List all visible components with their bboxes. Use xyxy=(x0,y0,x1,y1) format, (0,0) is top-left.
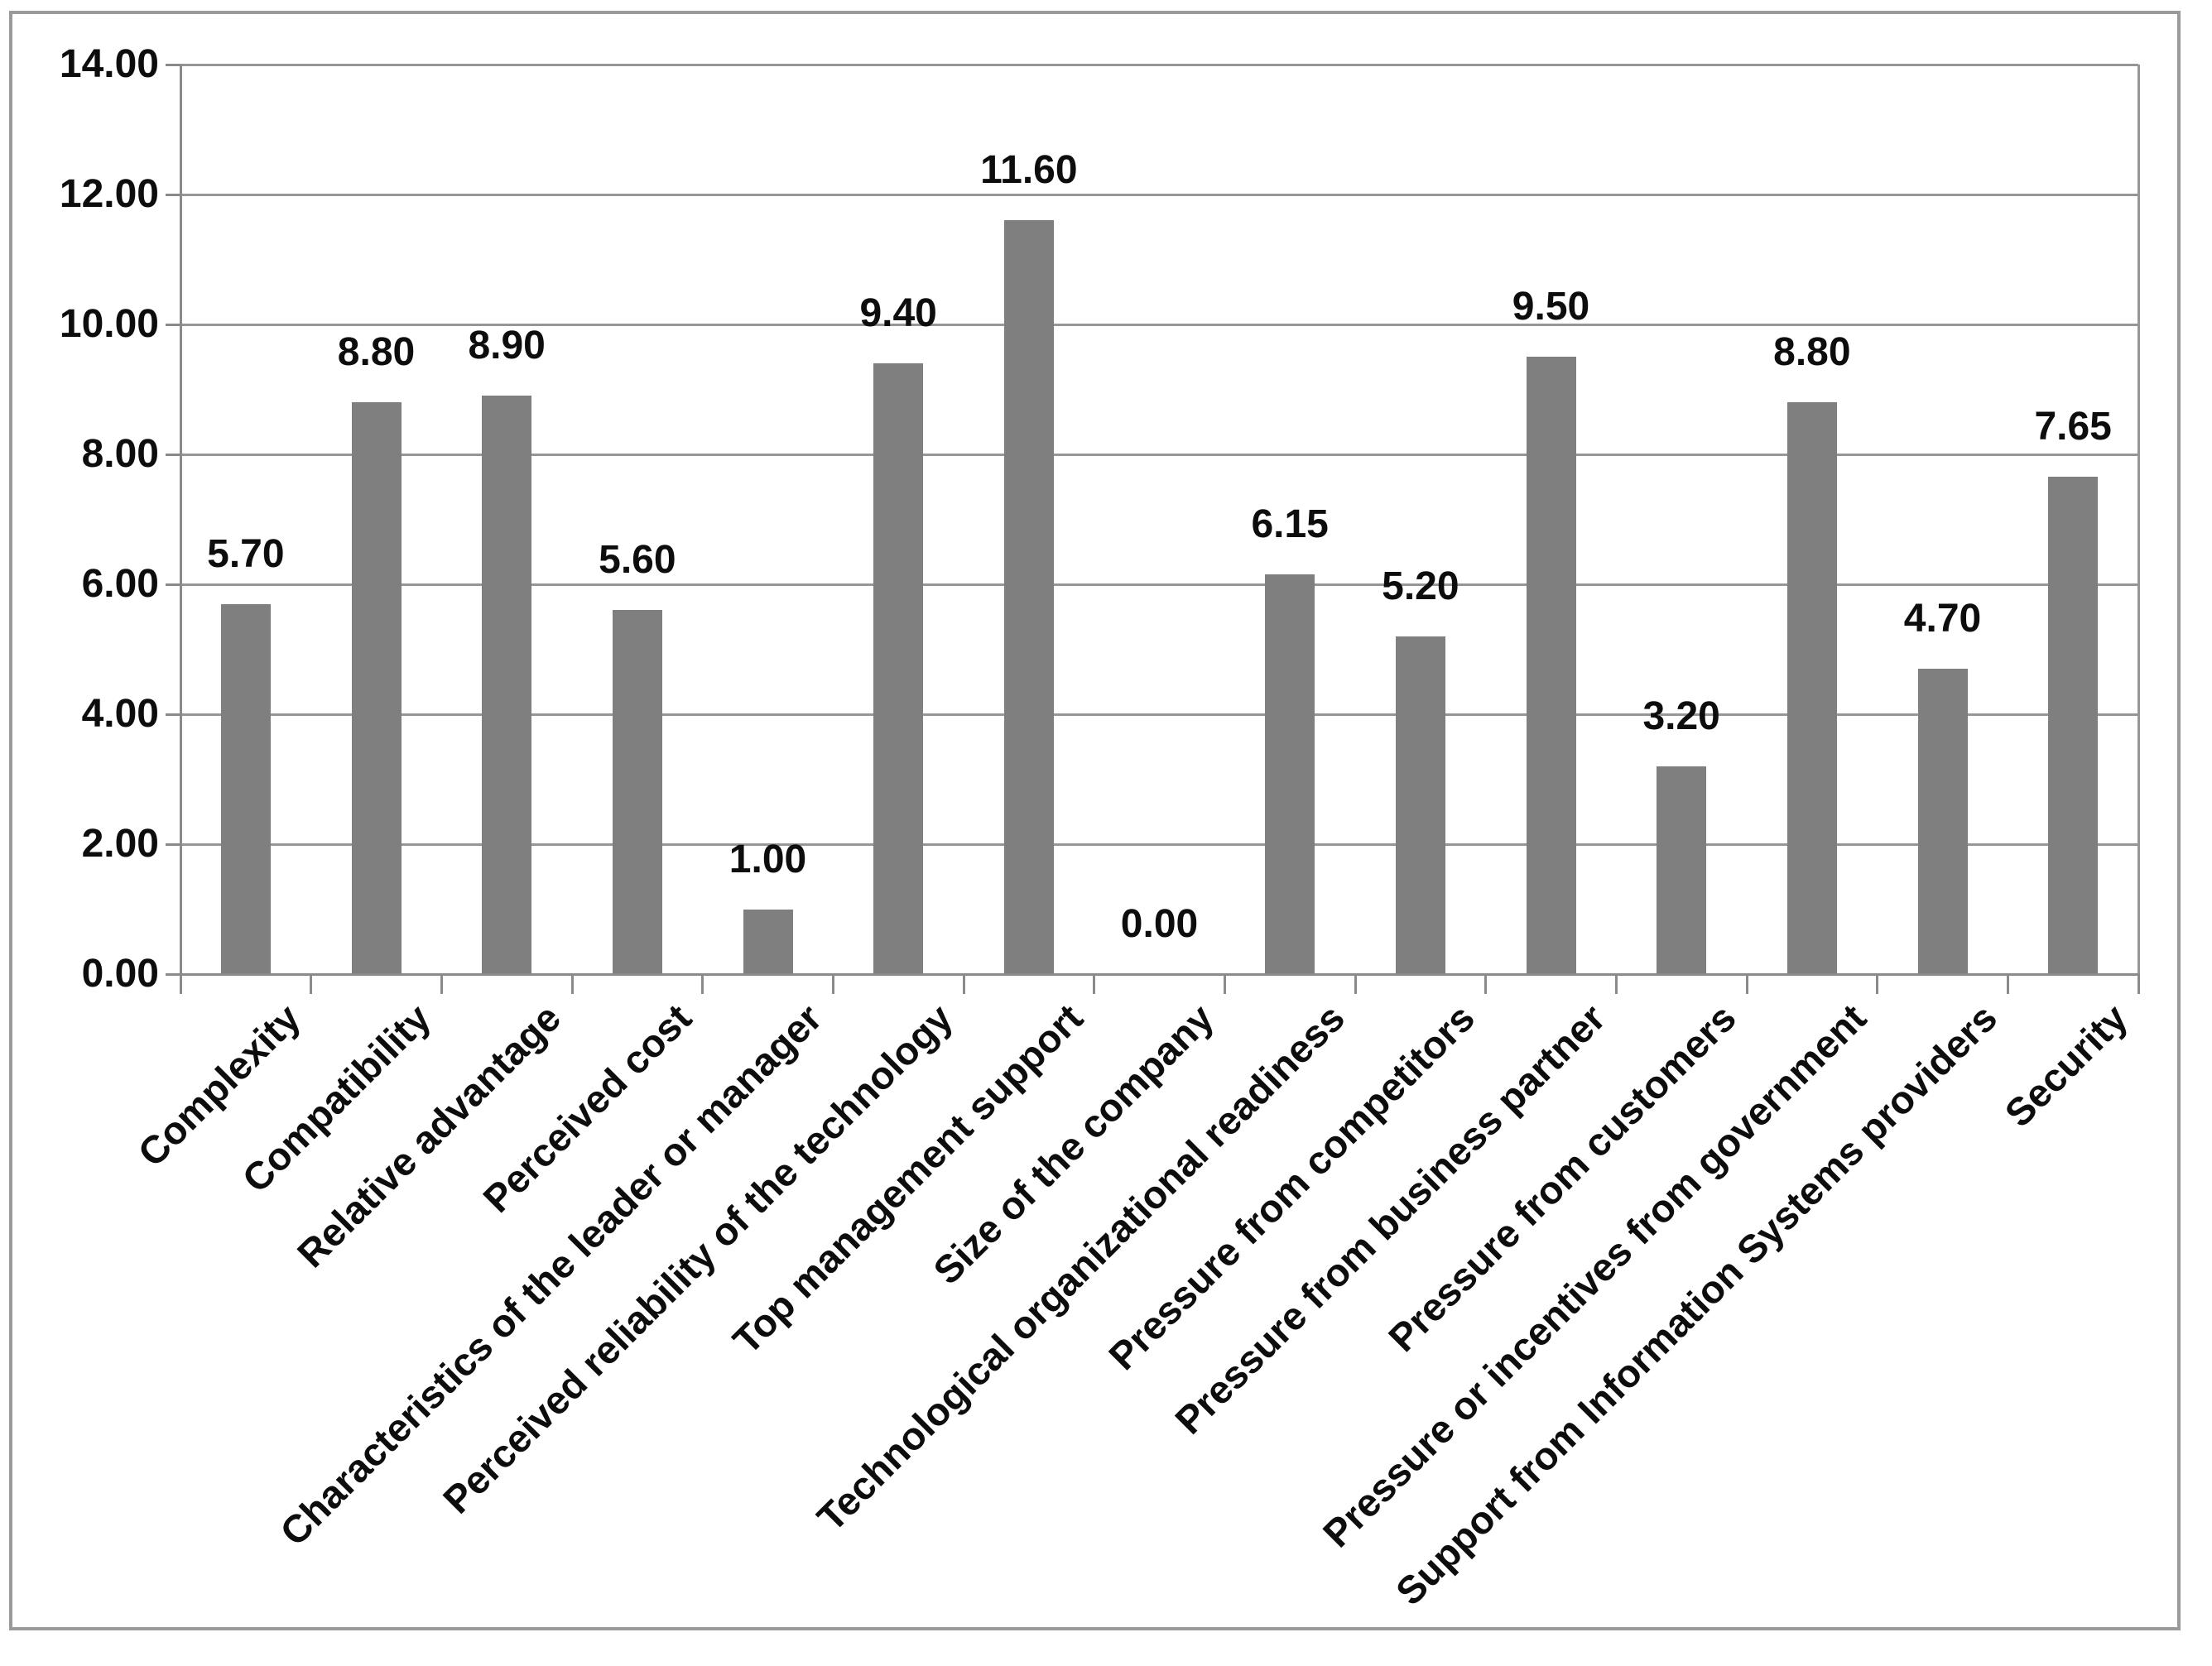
bar xyxy=(612,610,662,973)
gridline xyxy=(180,843,2138,846)
x-axis-tick xyxy=(570,974,574,994)
y-axis-tick-label: 10.00 xyxy=(59,302,159,346)
x-axis-tick xyxy=(2137,974,2140,994)
x-axis-tick xyxy=(1223,974,1226,994)
y-axis-tick xyxy=(166,972,180,976)
bar xyxy=(1003,220,1054,973)
x-axis-tick xyxy=(1093,974,1096,994)
bar-value-label: 11.60 xyxy=(980,148,1078,193)
gridline xyxy=(180,63,2138,66)
bar xyxy=(1395,636,1445,973)
bar xyxy=(743,909,793,973)
bar-value-label: 4.70 xyxy=(1903,597,1982,641)
bar xyxy=(1917,669,1968,973)
x-axis-category-label: Support from Information Systems provide… xyxy=(1387,995,2005,1614)
y-axis-tick xyxy=(166,453,180,456)
x-axis-category-label: Security xyxy=(1995,995,2136,1135)
y-axis-tick xyxy=(166,713,180,716)
y-axis-tick xyxy=(166,843,180,846)
bar-value-label: 7.65 xyxy=(2034,405,2112,449)
x-axis-tick xyxy=(1354,974,1357,994)
bar-value-label: 8.80 xyxy=(337,330,416,375)
bar xyxy=(2048,477,2099,973)
gridline xyxy=(180,583,2138,586)
bar xyxy=(482,396,532,973)
gridline xyxy=(180,453,2138,456)
x-axis-tick xyxy=(179,974,182,994)
x-axis-line xyxy=(166,972,2138,976)
bar-value-label: 0.00 xyxy=(1120,902,1199,946)
bar xyxy=(351,402,402,973)
y-axis-tick-label: 4.00 xyxy=(81,692,159,736)
x-axis-tick xyxy=(440,974,443,994)
bar xyxy=(1265,574,1315,973)
y-axis-tick-label: 8.00 xyxy=(81,432,159,476)
bar-value-label: 8.90 xyxy=(468,324,546,368)
y-axis-tick xyxy=(166,583,180,586)
x-axis-tick xyxy=(1876,974,1879,994)
bar xyxy=(220,603,271,973)
gridline xyxy=(180,193,2138,196)
bar-value-label: 3.20 xyxy=(1642,694,1720,738)
y-axis-tick-label: 0.00 xyxy=(81,952,159,996)
x-axis-category-label: Relative advantage xyxy=(288,995,570,1276)
y-axis-tick-label: 6.00 xyxy=(81,562,159,606)
y-axis-line xyxy=(179,65,182,974)
x-axis-tick xyxy=(310,974,313,994)
bar-value-label: 9.40 xyxy=(859,291,937,336)
bar-value-label: 9.50 xyxy=(1512,285,1590,329)
x-axis-tick xyxy=(1484,974,1488,994)
gridline xyxy=(180,713,2138,716)
bar xyxy=(1657,766,1707,973)
bar-value-label: 5.70 xyxy=(207,531,285,576)
x-axis-tick xyxy=(701,974,704,994)
bar-value-label: 5.20 xyxy=(1382,564,1459,608)
x-axis-tick xyxy=(2006,974,2009,994)
y-axis-tick xyxy=(166,323,180,326)
x-axis-tick xyxy=(962,974,965,994)
bar-value-label: 5.60 xyxy=(599,538,676,583)
gridline xyxy=(180,323,2138,326)
bar xyxy=(873,363,924,973)
y-axis-tick xyxy=(166,193,180,196)
y-axis-tick-label: 2.00 xyxy=(81,822,159,866)
x-axis-tick xyxy=(1745,974,1748,994)
bar xyxy=(1786,402,1837,973)
y-axis-tick-label: 12.00 xyxy=(59,172,159,216)
y-axis-tick-label: 14.00 xyxy=(59,42,159,86)
bar-value-label: 1.00 xyxy=(729,837,807,881)
bar-value-label: 8.80 xyxy=(1773,330,1851,375)
bar-value-label: 6.15 xyxy=(1251,502,1329,547)
bar xyxy=(1526,357,1576,973)
x-axis-tick xyxy=(1614,974,1618,994)
x-axis-tick xyxy=(831,974,834,994)
y-axis-tick xyxy=(166,63,180,66)
plot-right-border xyxy=(2137,65,2140,974)
